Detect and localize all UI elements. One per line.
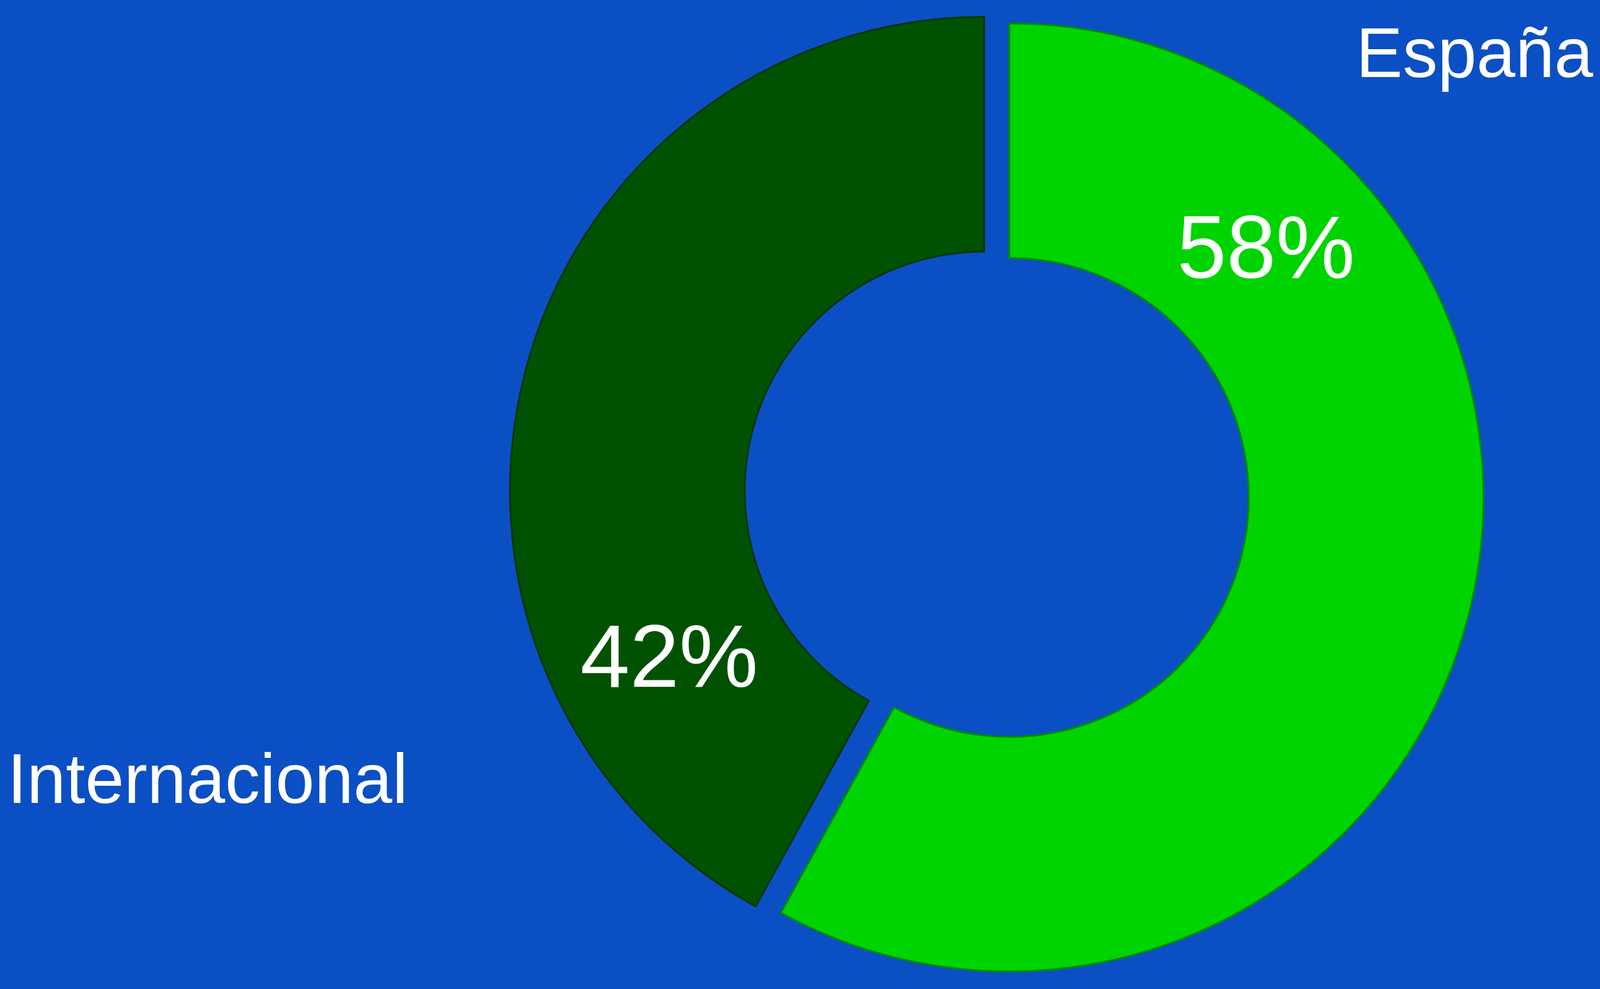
svg-text:España: España <box>1355 13 1594 92</box>
svg-text:42%: 42% <box>580 606 758 706</box>
svg-text:Internacional: Internacional <box>7 739 409 818</box>
svg-text:58%: 58% <box>1176 197 1355 297</box>
